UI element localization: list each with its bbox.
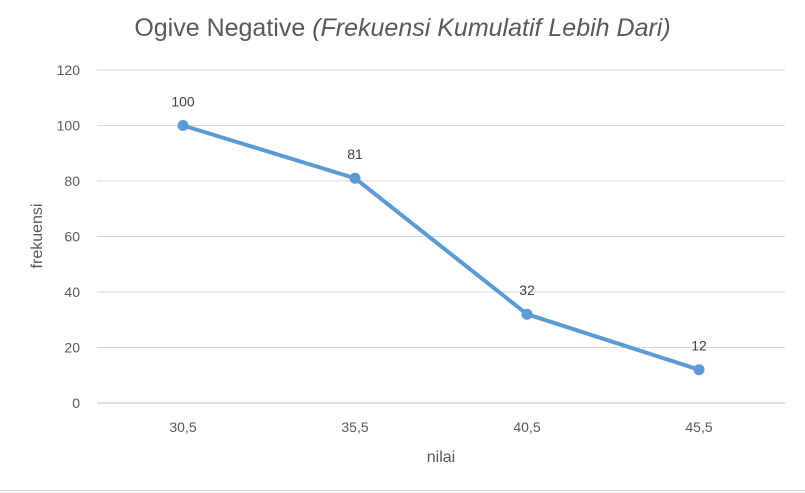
chart-subtitle: (Frekuensi Kumulatif Lebih Dari) [312, 14, 671, 42]
gridlines [97, 69, 785, 404]
data-point [349, 172, 361, 184]
data-label: 100 [171, 94, 195, 110]
data-point [521, 308, 533, 320]
y-tick-label: 120 [57, 62, 81, 78]
y-tick-label: 20 [64, 340, 80, 356]
bottom-border [0, 490, 805, 491]
data-label: 32 [519, 282, 535, 298]
x-axis-ticks: 30,5 35,5 40,5 45,5 [169, 419, 712, 435]
y-tick-label: 80 [64, 173, 80, 189]
x-tick-label: 40,5 [513, 419, 540, 435]
x-tick-label: 35,5 [341, 419, 368, 435]
chart-title-main: Ogive Negative [134, 14, 306, 42]
data-labels: 100 81 32 12 [171, 94, 707, 354]
x-tick-label: 30,5 [169, 419, 196, 435]
x-axis-label: nilai [427, 449, 455, 466]
data-label: 81 [347, 146, 363, 162]
y-tick-label: 0 [72, 395, 80, 411]
x-tick-label: 45,5 [685, 419, 712, 435]
series-group [177, 120, 705, 376]
series-line [181, 123, 701, 372]
data-point [177, 120, 189, 131]
y-axis-ticks: 0 20 40 60 80 100 120 [57, 62, 81, 411]
y-tick-label: 40 [64, 284, 80, 300]
y-axis-label: frekuensi [29, 204, 46, 269]
y-tick-label: 100 [57, 118, 81, 134]
data-label: 12 [691, 338, 707, 354]
chart-title: Ogive Negative (Frekuensi Kumulatif Lebi… [0, 14, 805, 43]
data-point [693, 364, 705, 376]
y-tick-label: 60 [64, 229, 80, 245]
